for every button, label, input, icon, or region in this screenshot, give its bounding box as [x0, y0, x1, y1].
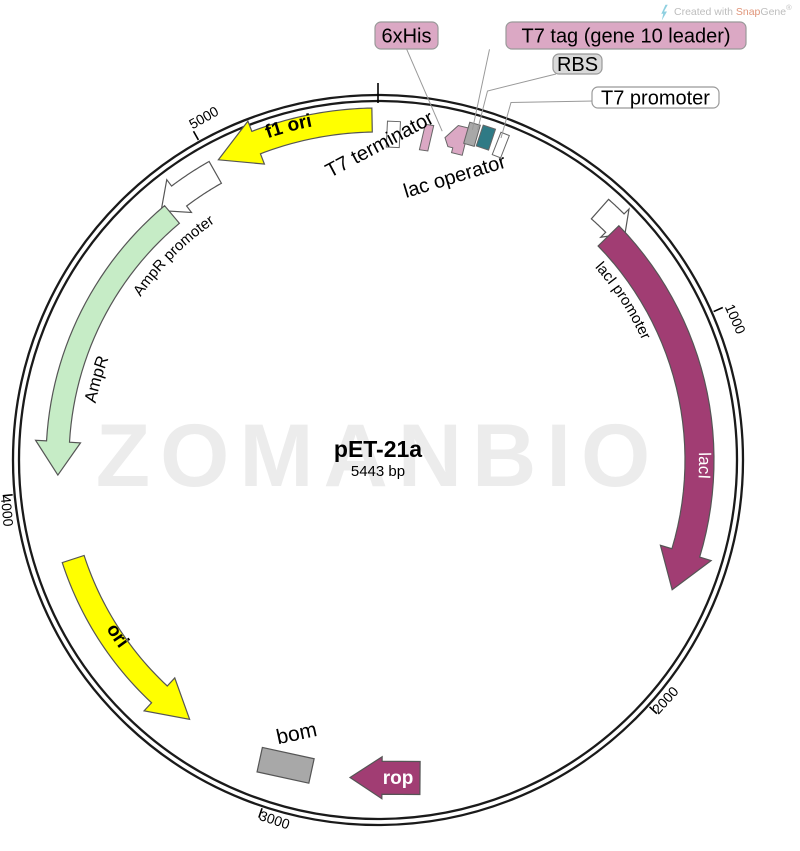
- svg-text:Created with SnapGene®: Created with SnapGene®: [674, 3, 792, 18]
- svg-text:6xHis: 6xHis: [381, 26, 431, 48]
- svg-text:5443 bp: 5443 bp: [351, 463, 405, 480]
- svg-text:4000: 4000: [0, 495, 17, 528]
- svg-text:5000: 5000: [186, 103, 221, 132]
- svg-text:3000: 3000: [257, 807, 292, 832]
- svg-text:lac operator: lac operator: [401, 151, 509, 203]
- svg-text:pET-21a: pET-21a: [334, 436, 422, 462]
- svg-text:RBS: RBS: [557, 54, 598, 76]
- svg-text:rop: rop: [383, 768, 414, 789]
- svg-text:1000: 1000: [722, 301, 749, 336]
- svg-text:T7 tag (gene 10 leader): T7 tag (gene 10 leader): [521, 26, 730, 48]
- svg-text:bom: bom: [274, 718, 319, 749]
- svg-text:T7 promoter: T7 promoter: [601, 88, 710, 110]
